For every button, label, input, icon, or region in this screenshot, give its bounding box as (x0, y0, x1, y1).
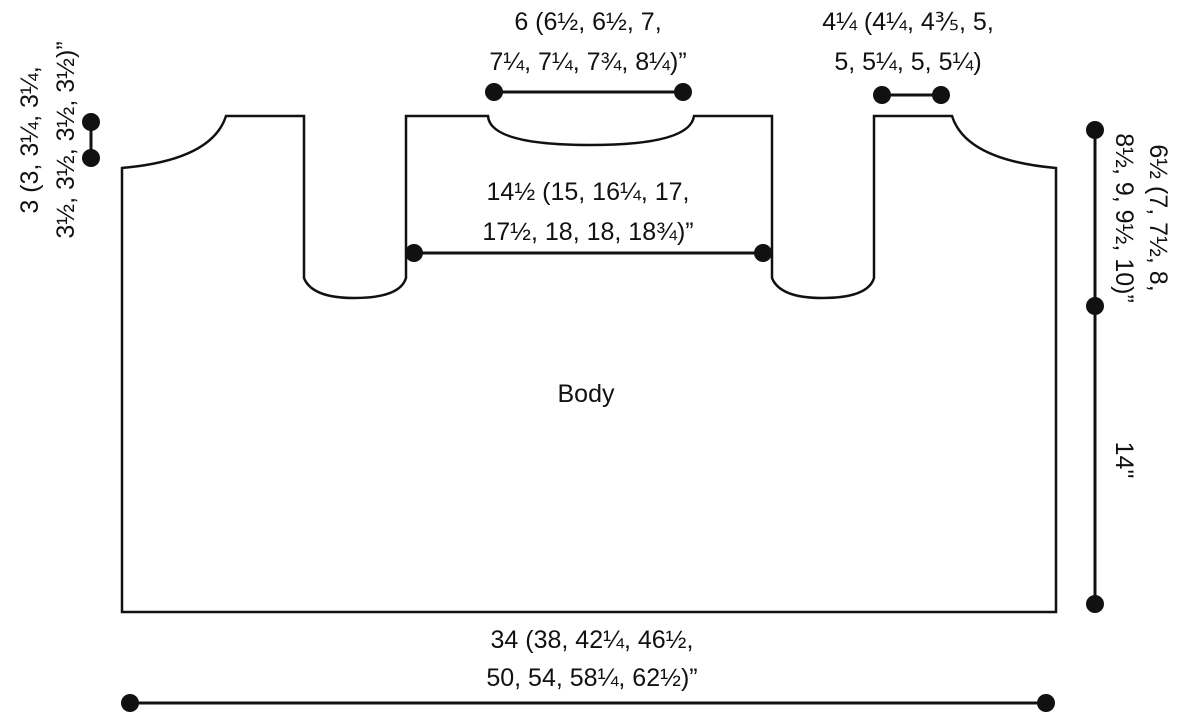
cross-back-label-2: 17½, 18, 18, 18¾)” (482, 218, 693, 246)
shoulder-width-label-1: 4¼ (4¼, 4⅗, 5, (822, 8, 994, 36)
dimension-endpoint (1086, 297, 1104, 315)
shoulder-width-label-2: 5, 5¼, 5, 5¼) (834, 48, 981, 76)
cross-back-label-1: 14½ (15, 16¼, 17, (487, 178, 690, 206)
width-label-2: 50, 54, 58¼, 62½)” (486, 664, 697, 692)
armhole-depth-label-1: 6½ (7, 7½, 8, (1144, 144, 1172, 291)
cross-back-dimension: 14½ (15, 16¼, 17, 17½, 18, 18, 18¾)” (405, 178, 772, 262)
dimension-endpoint (121, 694, 139, 712)
right-vertical-dimension: 6½ (7, 7½, 8, 8½, 9, 9½, 10)” 14" (1086, 121, 1172, 613)
dimension-endpoint (1086, 595, 1104, 613)
shoulder-width-dimension: 4¼ (4¼, 4⅗, 5, 5, 5¼, 5, 5¼) (822, 8, 994, 104)
shoulder-drop-label-2: 3½, 3½, 3½, 3½)” (52, 41, 80, 238)
dimension-endpoint (754, 244, 772, 262)
shoulder-drop-dimension: 3 (3, 3¼, 3¼, 3½, 3½, 3½, 3½)” (16, 41, 100, 239)
dimension-endpoint (873, 86, 891, 104)
dimension-endpoint (405, 244, 423, 262)
armhole-depth-label-2: 8½, 9, 9½, 10)” (1110, 133, 1138, 303)
neck-width-dimension: 6 (6½, 6½, 7, 7¼, 7¼, 7¾, 8¼)” (485, 8, 692, 101)
piece-label: Body (558, 380, 615, 408)
dimension-endpoint (82, 149, 100, 167)
width-dimension: 34 (38, 42¼, 46½, 50, 54, 58¼, 62½)” (121, 626, 1055, 712)
width-label-1: 34 (38, 42¼, 46½, (491, 626, 694, 654)
dimension-endpoint (82, 113, 100, 131)
neck-width-label-2: 7¼, 7¼, 7¾, 8¼)” (489, 48, 686, 76)
body-length-label: 14" (1110, 442, 1138, 479)
dimension-endpoint (485, 83, 503, 101)
dimension-endpoint (1037, 694, 1055, 712)
neck-width-label-1: 6 (6½, 6½, 7, (514, 8, 661, 36)
dimension-endpoint (674, 83, 692, 101)
shoulder-drop-label-1: 3 (3, 3¼, 3¼, (16, 66, 44, 213)
body-outline (120, 114, 1058, 614)
dimension-endpoint (1086, 121, 1104, 139)
dimension-endpoint (932, 86, 950, 104)
